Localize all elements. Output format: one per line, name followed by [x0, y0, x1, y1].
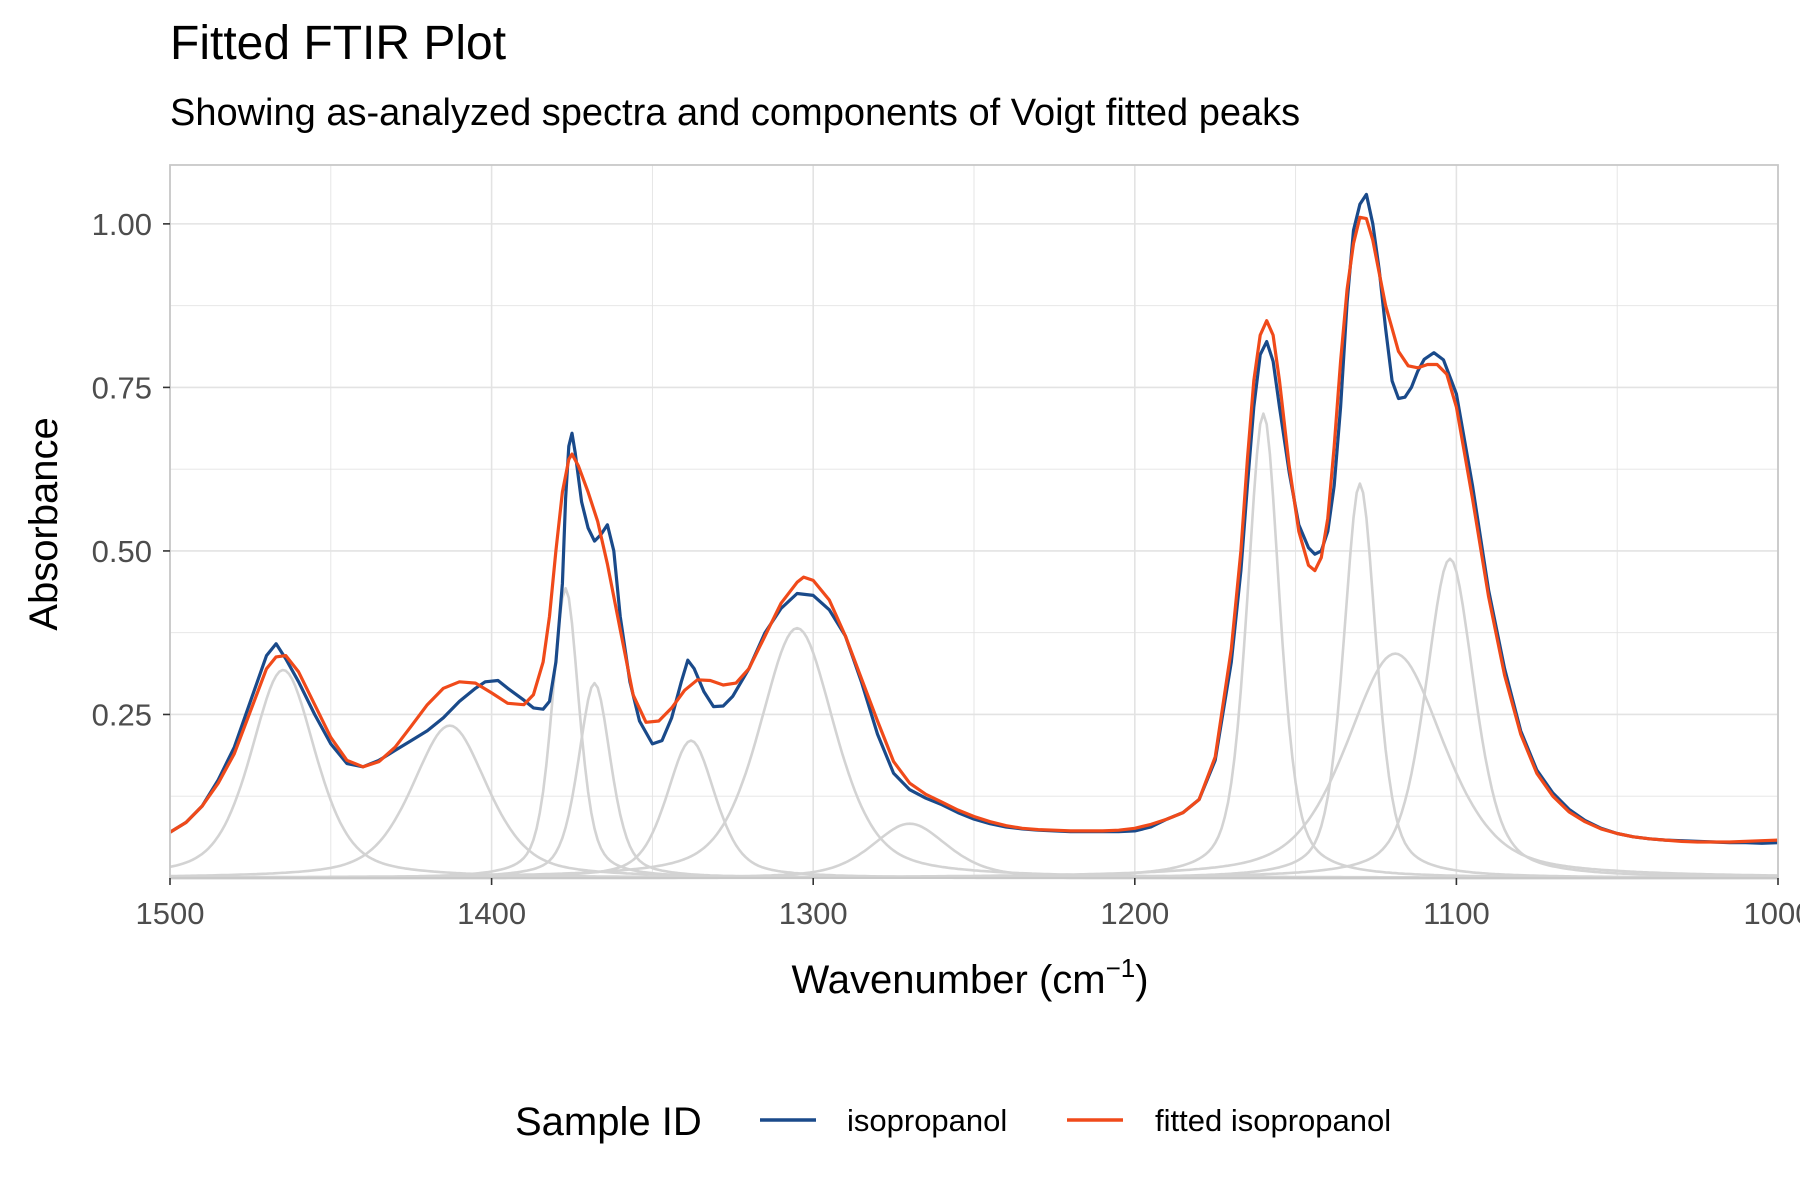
x-axis-title-text: Wavenumber (cm — [791, 958, 1105, 1002]
legend-title: Sample ID — [515, 1100, 702, 1144]
legend-label-fitted-isopropanol: fitted isopropanol — [1155, 1103, 1391, 1138]
x-axis-title: Wavenumber (cm−1) — [791, 953, 1148, 1002]
y-tick-label: 1.00 — [92, 207, 152, 242]
grid-lines — [169, 165, 1779, 878]
y-tick-label: 0.50 — [92, 534, 152, 569]
x-axis-title-close: ) — [1135, 958, 1148, 1002]
y-axis-ticks: 0.25 0.50 0.75 1.00 — [92, 207, 170, 732]
chart-title: Fitted FTIR Plot — [170, 17, 507, 70]
spectra-lines — [169, 192, 1779, 845]
x-tick-label: 1300 — [779, 896, 848, 931]
x-tick-label: 1400 — [457, 896, 526, 931]
chart-subtitle: Showing as-analyzed spectra and componen… — [170, 92, 1301, 134]
x-tick-label: 1200 — [1100, 896, 1169, 931]
y-tick-label: 0.25 — [92, 697, 152, 732]
x-tick-label: 1100 — [1423, 896, 1490, 931]
panel-border — [169, 164, 1779, 879]
legend: Sample ID isopropanol fitted isopropanol — [515, 1100, 1391, 1144]
y-tick-label: 0.75 — [92, 370, 152, 405]
x-axis-title-superscript: −1 — [1106, 953, 1136, 983]
y-axis-title: Absorbance — [22, 417, 66, 630]
legend-label-isopropanol: isopropanol — [847, 1103, 1007, 1138]
x-tick-label: 1500 — [136, 896, 205, 931]
series-line-isopropanol — [169, 192, 1779, 845]
series-line-fitted-isopropanol — [169, 215, 1779, 844]
